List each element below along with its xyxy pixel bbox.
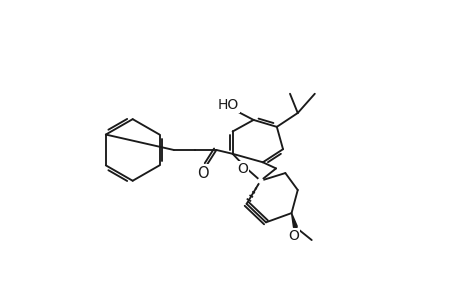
Circle shape bbox=[257, 178, 262, 183]
Polygon shape bbox=[291, 213, 297, 227]
Text: O: O bbox=[237, 162, 247, 176]
Text: HO: HO bbox=[217, 98, 238, 112]
Text: O: O bbox=[197, 166, 208, 181]
Text: O: O bbox=[288, 229, 299, 243]
